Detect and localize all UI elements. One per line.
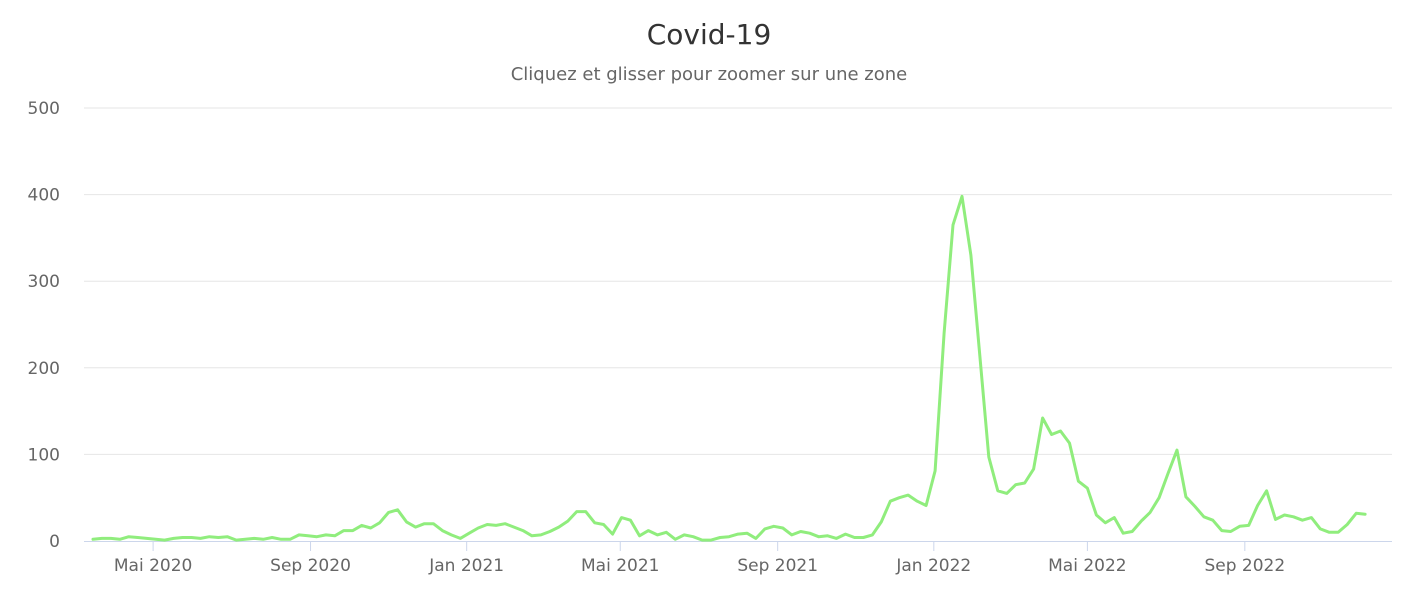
data-point[interactable] (1305, 512, 1317, 524)
series-group[interactable] (87, 190, 1371, 546)
data-point[interactable] (1108, 512, 1120, 524)
series-line-0[interactable] (91, 194, 1367, 542)
data-point[interactable] (983, 451, 995, 463)
data-point[interactable] (598, 519, 610, 531)
data-point[interactable] (1028, 463, 1040, 475)
y-tick-label: 100 (28, 445, 60, 465)
x-tick-label: Sep 2020 (270, 556, 351, 576)
data-point[interactable] (1180, 491, 1192, 503)
data-point[interactable] (1207, 514, 1219, 526)
grid-lines (84, 107, 1392, 455)
y-tick-label: 0 (49, 532, 60, 552)
data-point[interactable] (965, 249, 977, 261)
data-point[interactable] (392, 504, 404, 516)
data-point[interactable] (750, 532, 762, 544)
data-point[interactable] (1144, 506, 1156, 518)
data-point[interactable] (1261, 485, 1273, 497)
data-point[interactable] (929, 465, 941, 477)
x-tick-label: Jan 2021 (428, 556, 504, 576)
data-point[interactable] (1037, 412, 1049, 424)
data-point[interactable] (1126, 526, 1138, 538)
data-point[interactable] (562, 515, 574, 527)
data-point[interactable] (1001, 487, 1013, 499)
data-point[interactable] (1153, 492, 1165, 504)
x-tick-label: Mai 2022 (1048, 556, 1126, 576)
x-tick-label: Sep 2021 (737, 556, 818, 576)
y-axis: 0 100 200 300 400 500 (28, 99, 60, 552)
x-tick-label: Mai 2021 (581, 556, 659, 576)
data-point[interactable] (866, 529, 878, 541)
data-point[interactable] (1189, 500, 1201, 512)
y-tick-label: 300 (28, 272, 60, 292)
x-tick-label: Sep 2022 (1204, 556, 1285, 576)
data-point[interactable] (1162, 468, 1174, 480)
data-point[interactable] (1055, 425, 1067, 437)
data-point[interactable] (1135, 515, 1147, 527)
data-point[interactable] (920, 500, 932, 512)
data-point[interactable] (1252, 500, 1264, 512)
data-point[interactable] (374, 517, 386, 529)
data-point[interactable] (974, 351, 986, 363)
y-tick-label: 500 (28, 99, 60, 119)
data-point[interactable] (1243, 519, 1255, 531)
data-point[interactable] (607, 528, 619, 540)
chart-title: Covid-19 (646, 18, 772, 51)
data-point[interactable] (1171, 444, 1183, 456)
y-tick-label: 200 (28, 359, 60, 379)
data-point[interactable] (1341, 519, 1353, 531)
x-tick-label: Mai 2020 (114, 556, 192, 576)
data-point[interactable] (1019, 477, 1031, 489)
data-point[interactable] (947, 219, 959, 231)
data-point[interactable] (1332, 526, 1344, 538)
data-point[interactable] (956, 190, 968, 202)
x-axis: Mai 2020 Sep 2020 Jan 2021 Mai 2021 Sep 2021… (84, 541, 1392, 576)
data-point[interactable] (1064, 437, 1076, 449)
data-point[interactable] (938, 327, 950, 339)
data-point[interactable] (625, 514, 637, 526)
data-point[interactable] (875, 516, 887, 528)
data-point[interactable] (1081, 482, 1093, 494)
chart-subtitle: Cliquez et glisser pour zoomer sur une z… (510, 64, 908, 85)
y-tick-label: 400 (28, 186, 60, 206)
data-point[interactable] (580, 506, 592, 518)
data-point[interactable] (1359, 508, 1371, 520)
x-tick-label: Jan 2022 (895, 556, 971, 576)
